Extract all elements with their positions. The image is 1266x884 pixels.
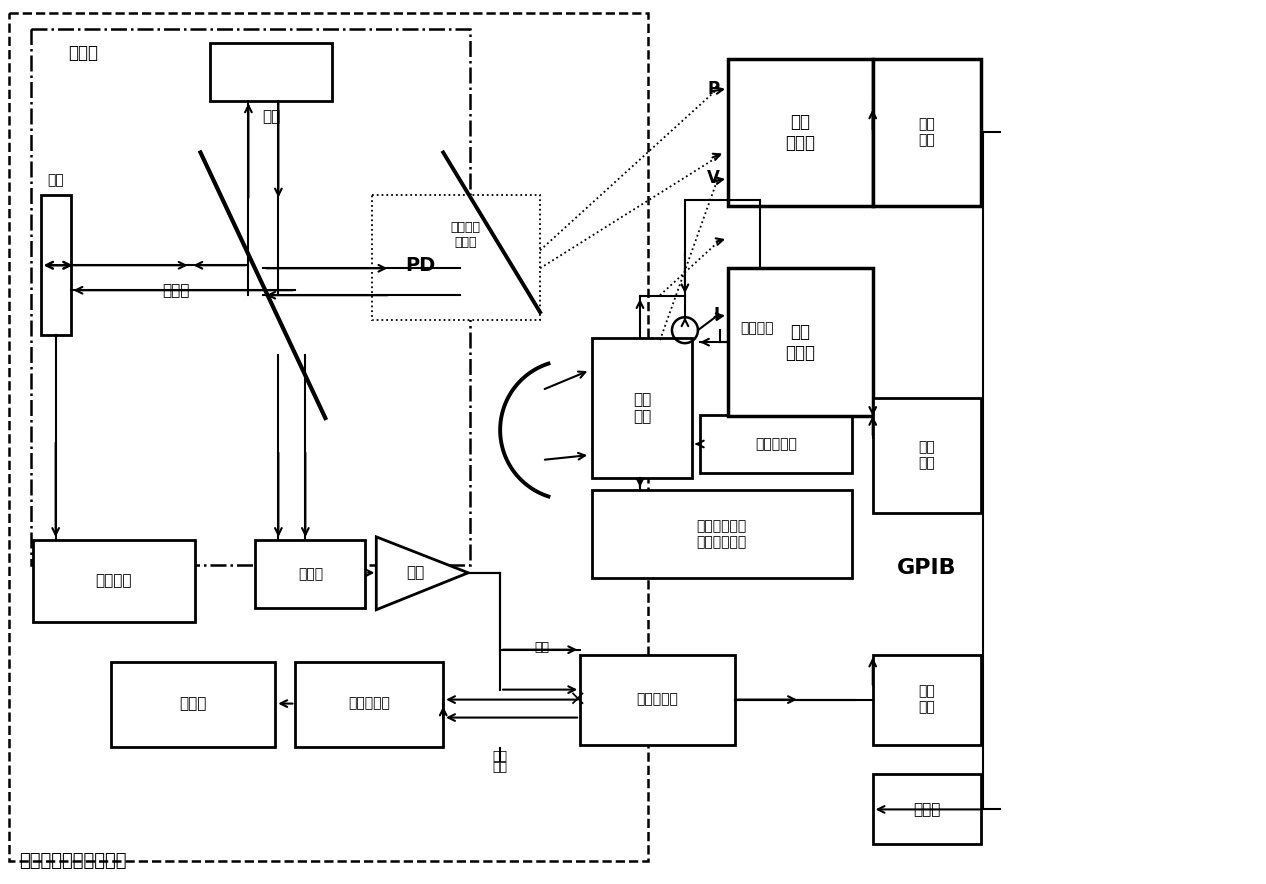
Bar	[295, 661, 443, 746]
Text: 脉冲
发生器: 脉冲 发生器	[785, 323, 815, 362]
Bar	[30, 28, 470, 565]
Text: 氯循环致冷机
或热电致冷器: 氯循环致冷机 或热电致冷器	[696, 519, 747, 549]
Bar	[9, 12, 648, 861]
Text: 电流探头: 电流探头	[739, 321, 774, 335]
Text: I: I	[714, 306, 720, 324]
Bar	[872, 398, 981, 513]
Text: 触发
输入: 触发 输入	[918, 684, 936, 714]
Text: 触发
输出: 触发 输出	[918, 440, 936, 470]
Text: 前放: 前放	[406, 565, 424, 580]
Text: 干涉仪: 干涉仪	[68, 43, 99, 62]
Bar	[728, 268, 872, 416]
Text: 傅里叶变换红外光谱仪: 傅里叶变换红外光谱仪	[19, 852, 127, 871]
Text: 计算机: 计算机	[913, 802, 941, 817]
Polygon shape	[376, 537, 468, 610]
Bar	[41, 195, 71, 335]
Bar	[110, 661, 276, 746]
Text: 数字
示波器: 数字 示波器	[785, 113, 815, 152]
Bar	[256, 540, 366, 607]
Bar	[872, 655, 981, 744]
Text: V: V	[706, 170, 720, 187]
Text: 锁相放大器: 锁相放大器	[636, 692, 677, 706]
Text: 温度控制器: 温度控制器	[755, 437, 796, 451]
Bar	[580, 655, 734, 744]
Text: PD: PD	[405, 255, 436, 275]
Bar	[700, 415, 852, 473]
Text: 功率监控
探测器: 功率监控 探测器	[451, 221, 480, 249]
Text: 探测器: 探测器	[298, 567, 323, 581]
Bar	[728, 58, 872, 206]
Text: 分束器: 分束器	[162, 283, 189, 298]
Text: 输入: 输入	[534, 641, 549, 654]
Bar	[872, 774, 981, 844]
Bar	[372, 195, 541, 320]
Bar	[872, 58, 981, 206]
Text: 伺服系统: 伺服系统	[95, 574, 132, 588]
Text: 输出: 输出	[492, 761, 508, 774]
Text: 输出: 输出	[492, 750, 508, 763]
Text: 动镖: 动镖	[47, 173, 65, 187]
Bar	[33, 540, 195, 621]
Bar	[592, 339, 693, 478]
Text: 电子学系统: 电子学系统	[348, 697, 390, 711]
Bar	[592, 490, 852, 578]
Text: P: P	[708, 80, 720, 97]
Text: 定镖: 定镖	[262, 109, 281, 124]
Text: 触发
输入: 触发 输入	[918, 118, 936, 148]
Text: 被测
器件: 被测 器件	[633, 392, 651, 424]
Bar	[210, 42, 333, 101]
Text: 计算机: 计算机	[179, 696, 206, 711]
Text: GPIB: GPIB	[896, 558, 957, 578]
Text: ×: ×	[568, 690, 586, 710]
